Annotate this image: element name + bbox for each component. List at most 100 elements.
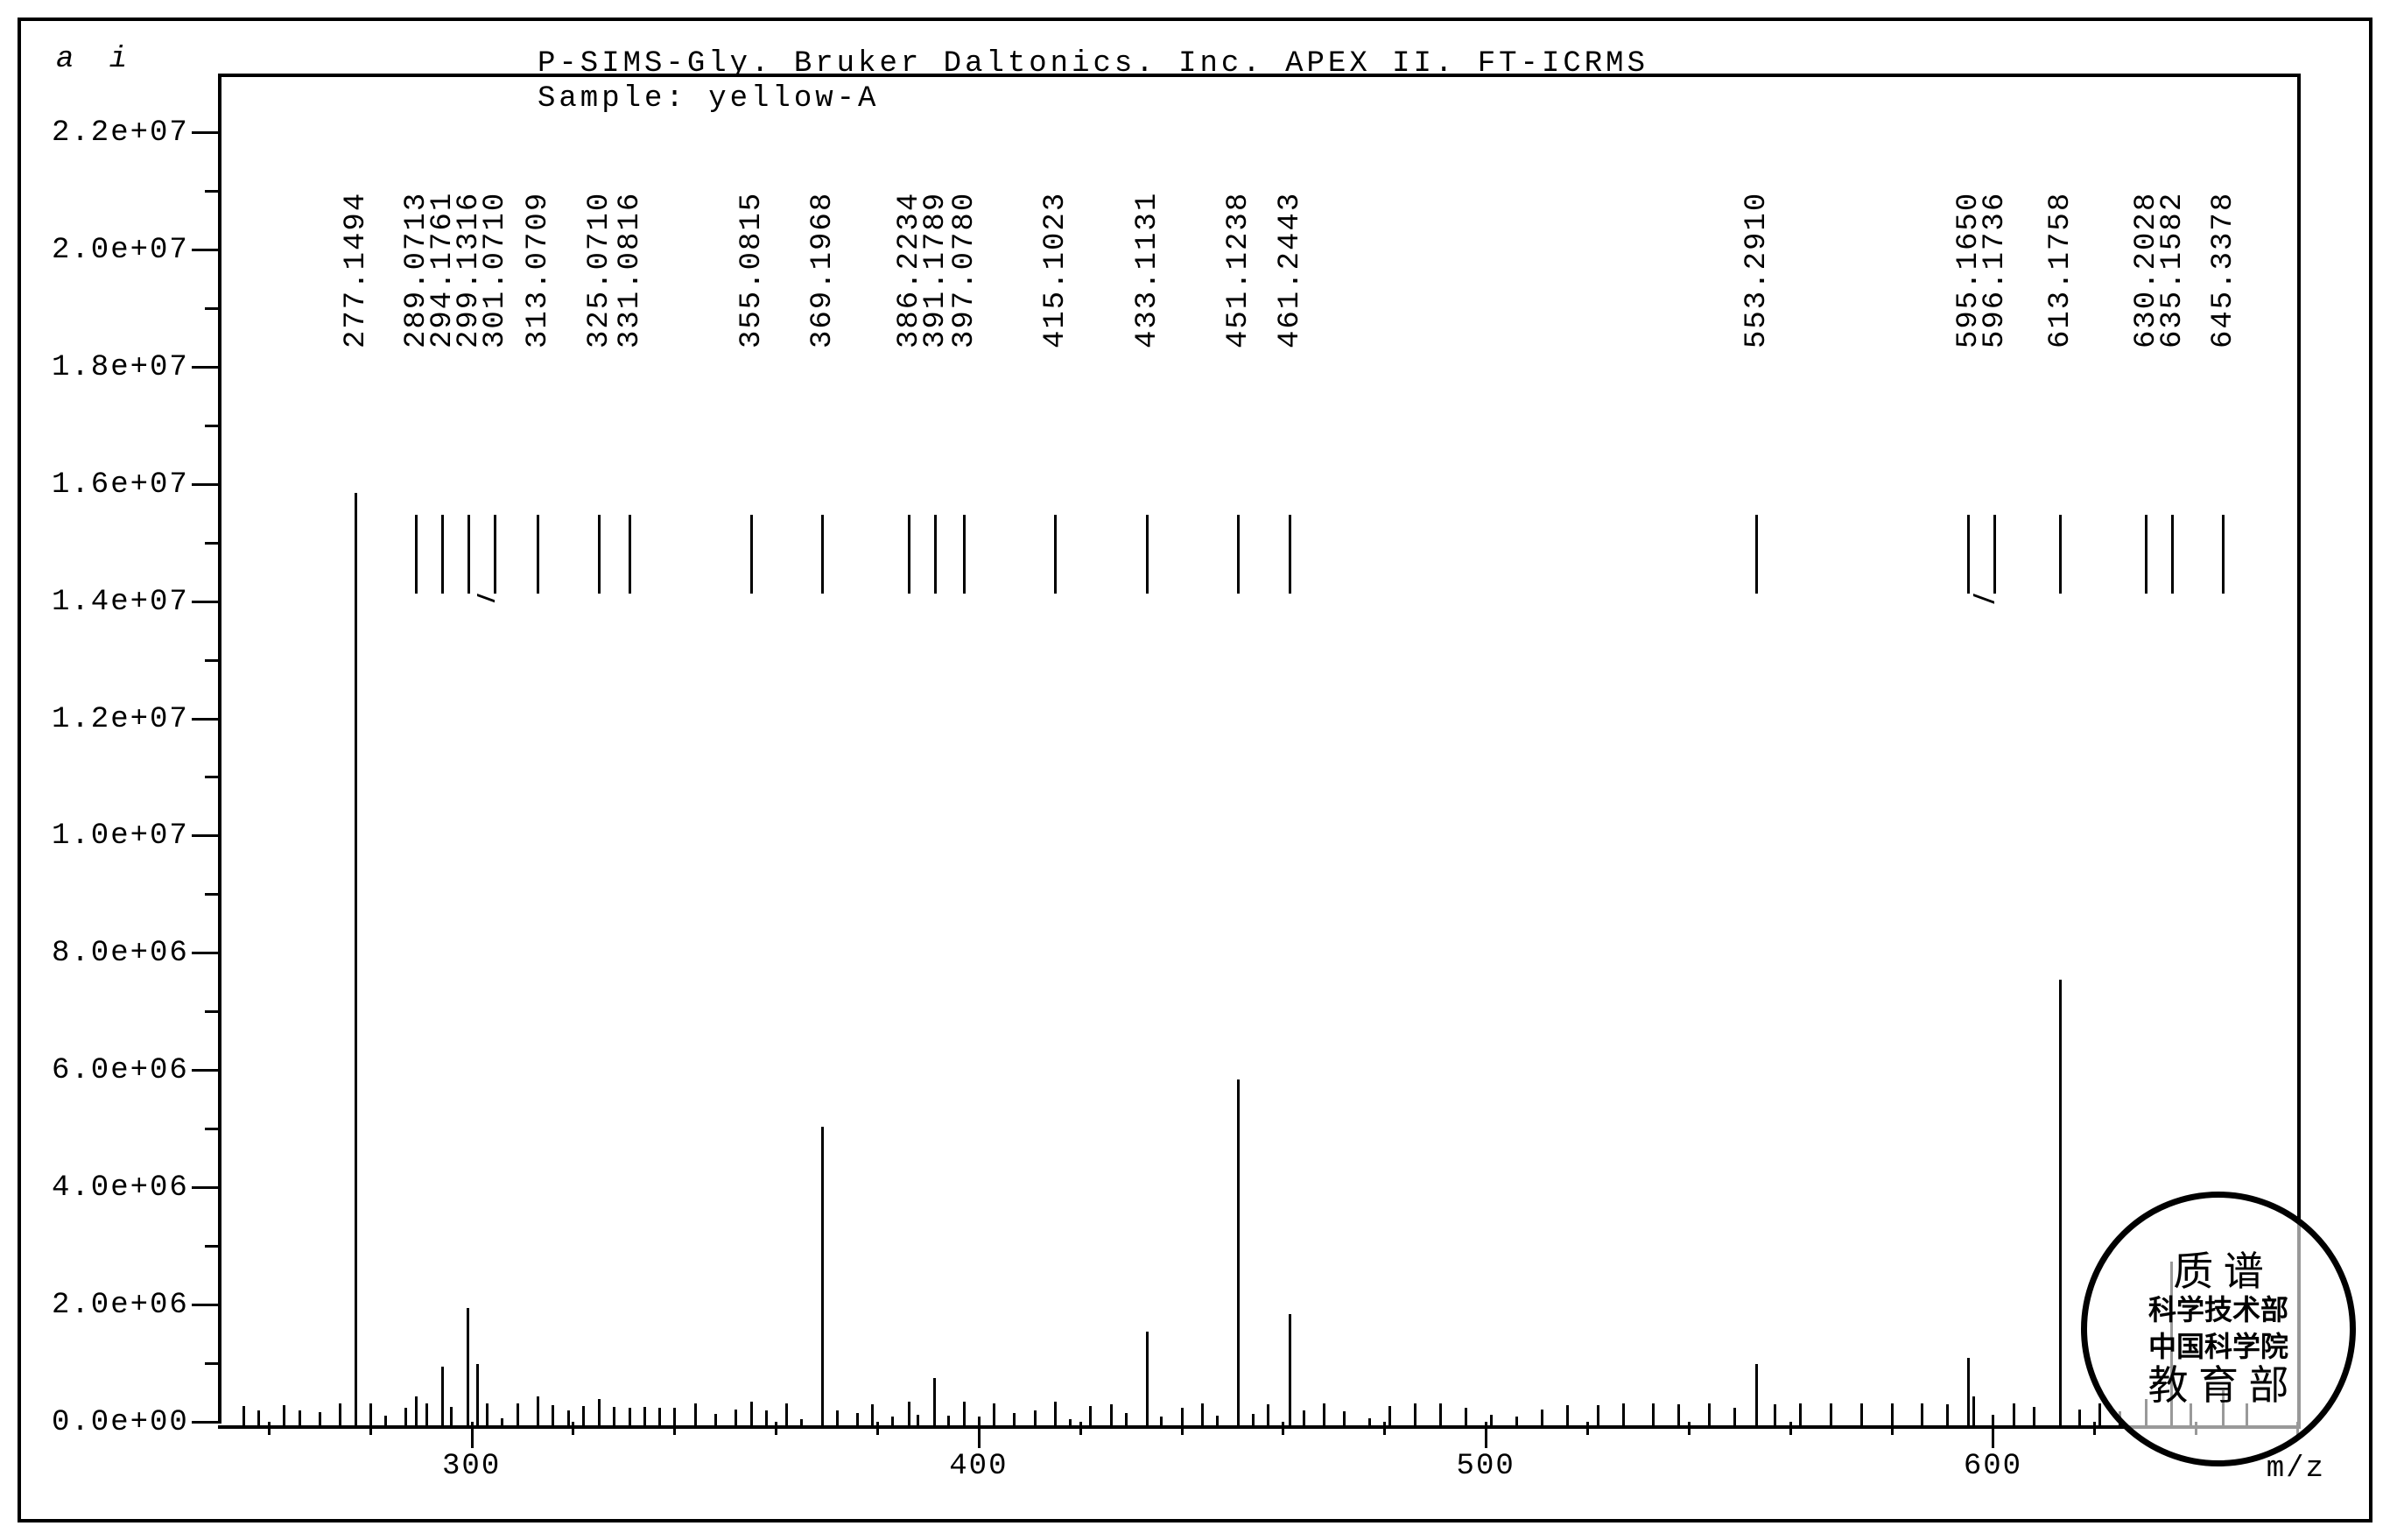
y-tick bbox=[192, 834, 221, 837]
y-tick-label: 1.4e+07 bbox=[52, 586, 183, 619]
y-tick-label: 1.0e+07 bbox=[52, 819, 183, 853]
peak bbox=[2013, 1403, 2015, 1425]
peak bbox=[1830, 1403, 1832, 1425]
peak-leader bbox=[355, 515, 357, 594]
x-tick-minor bbox=[1891, 1422, 1894, 1435]
x-tick-label: 400 bbox=[935, 1450, 1023, 1483]
peak bbox=[1541, 1410, 1543, 1425]
y-tick bbox=[192, 249, 221, 251]
stamp-mid1: 科学技术部 bbox=[2148, 1292, 2288, 1329]
y-tick-minor bbox=[205, 307, 221, 310]
y-tick bbox=[192, 483, 221, 486]
chart-frame: a i P-SIMS-Gly. Bruker Daltonics. Inc. A… bbox=[18, 18, 2372, 1522]
peak bbox=[415, 1396, 418, 1425]
y-tick bbox=[192, 952, 221, 954]
peak bbox=[993, 1403, 995, 1425]
peak-label: 325.0710 bbox=[583, 147, 616, 348]
stamp-top: 质 谱 bbox=[2173, 1252, 2264, 1292]
y-tick bbox=[192, 718, 221, 721]
peak-label: 461.2443 bbox=[1274, 147, 1307, 348]
peak-leader bbox=[1289, 515, 1291, 594]
peak bbox=[2078, 1410, 2081, 1425]
peak bbox=[1110, 1404, 1113, 1425]
peak bbox=[643, 1407, 646, 1425]
x-tick-label: 600 bbox=[1949, 1450, 2036, 1483]
peak bbox=[1054, 1402, 1057, 1425]
peak bbox=[450, 1407, 453, 1425]
peak bbox=[1755, 1364, 1758, 1425]
peak-label: 596.1736 bbox=[1979, 147, 2012, 348]
peak bbox=[1774, 1404, 1776, 1425]
peak bbox=[1708, 1403, 1711, 1425]
x-tick-label: 500 bbox=[1442, 1450, 1529, 1483]
peak bbox=[1013, 1413, 1016, 1425]
x-tick-minor bbox=[2093, 1422, 2096, 1435]
peak-leader bbox=[2145, 515, 2147, 594]
peak bbox=[384, 1416, 387, 1425]
y-tick bbox=[192, 131, 221, 134]
peak-leader bbox=[963, 515, 966, 594]
x-tick-minor bbox=[876, 1422, 879, 1435]
peak bbox=[355, 493, 357, 1425]
peak bbox=[1289, 1314, 1291, 1425]
peak bbox=[501, 1418, 503, 1425]
peak bbox=[613, 1407, 615, 1425]
peak-leader bbox=[1993, 515, 1996, 594]
y-tick bbox=[192, 1186, 221, 1189]
peak bbox=[476, 1364, 479, 1425]
peak bbox=[694, 1403, 697, 1425]
y-tick-label: 1.2e+07 bbox=[52, 703, 183, 736]
peak bbox=[1237, 1079, 1240, 1425]
peak-leader bbox=[750, 515, 753, 594]
stamp-bottom: 教 育 部 bbox=[2148, 1366, 2289, 1406]
peak-label: 397.0780 bbox=[948, 147, 981, 348]
peak bbox=[1597, 1405, 1599, 1425]
peak-leader bbox=[598, 515, 601, 594]
y-tick-label: 1.6e+07 bbox=[52, 468, 183, 502]
y-tick bbox=[192, 1304, 221, 1306]
y-tick-label: 2.0e+07 bbox=[52, 234, 183, 267]
peak bbox=[1733, 1408, 1736, 1425]
peak-label: 613.1758 bbox=[2044, 147, 2077, 348]
x-tick bbox=[471, 1422, 474, 1448]
peak-label: 301.0710 bbox=[479, 147, 512, 348]
peak bbox=[1388, 1406, 1391, 1425]
peak-label: 553.2910 bbox=[1740, 147, 1774, 348]
peak bbox=[2059, 980, 2062, 1425]
x-tick-minor bbox=[1282, 1422, 1284, 1435]
peak bbox=[629, 1408, 631, 1425]
peak bbox=[1652, 1403, 1655, 1425]
peak-leader bbox=[2171, 515, 2174, 594]
peak bbox=[552, 1405, 554, 1425]
peak-leader bbox=[934, 515, 937, 594]
y-tick-minor bbox=[205, 776, 221, 778]
peak bbox=[917, 1415, 919, 1425]
peak bbox=[467, 1308, 469, 1425]
peak bbox=[486, 1403, 489, 1425]
peak bbox=[891, 1417, 894, 1425]
y-tick-label: 1.8e+07 bbox=[52, 351, 183, 384]
peak bbox=[1566, 1405, 1569, 1425]
peak bbox=[1303, 1410, 1305, 1425]
peak bbox=[1921, 1403, 1923, 1425]
peak bbox=[283, 1405, 285, 1425]
x-tick-minor bbox=[1789, 1422, 1792, 1435]
peak bbox=[1414, 1403, 1416, 1425]
peak bbox=[243, 1406, 245, 1425]
peak-leader bbox=[1146, 515, 1149, 594]
peak bbox=[1368, 1418, 1371, 1425]
peak-leader-slant bbox=[1973, 594, 1994, 630]
peak-leader bbox=[1967, 515, 1970, 594]
y-tick-minor bbox=[205, 542, 221, 545]
peak bbox=[425, 1403, 428, 1425]
peak bbox=[2098, 1403, 2101, 1425]
peak bbox=[582, 1406, 585, 1425]
plot-area: 277.1494289.0713294.1761299.1316301.0710… bbox=[218, 74, 2301, 1429]
x-tick-minor bbox=[1688, 1422, 1691, 1435]
peaks-layer: 277.1494289.0713294.1761299.1316301.0710… bbox=[218, 77, 2297, 1425]
peak-leader bbox=[908, 515, 910, 594]
peak bbox=[1125, 1413, 1128, 1425]
corner-label: a i bbox=[56, 43, 136, 76]
peak bbox=[658, 1408, 661, 1425]
peak bbox=[319, 1412, 321, 1425]
